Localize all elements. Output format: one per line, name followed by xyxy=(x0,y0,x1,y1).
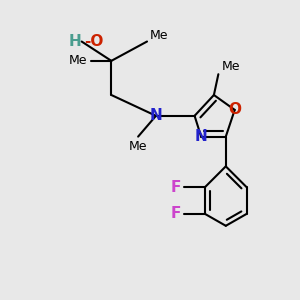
Text: Me: Me xyxy=(129,140,147,153)
Text: -O: -O xyxy=(85,34,104,49)
Text: O: O xyxy=(228,102,241,117)
Text: Me: Me xyxy=(150,28,169,41)
Text: H: H xyxy=(69,34,82,49)
Text: F: F xyxy=(171,206,181,221)
Text: N: N xyxy=(150,108,162,123)
Text: N: N xyxy=(195,129,208,144)
Text: F: F xyxy=(171,180,181,195)
Text: Me: Me xyxy=(69,54,88,67)
Text: Me: Me xyxy=(221,60,240,73)
